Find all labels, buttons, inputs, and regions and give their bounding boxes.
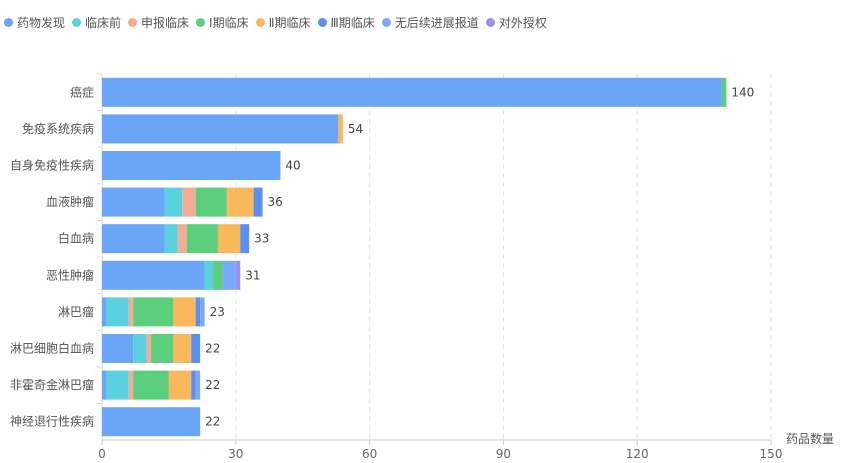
legend-label: 对外授权: [498, 15, 547, 30]
legend-marker: [196, 17, 206, 27]
bar-segment: [106, 370, 129, 400]
bar-segment: [151, 334, 174, 363]
bar-total-label: 33: [254, 232, 269, 246]
bar-total-label: 23: [210, 305, 225, 319]
bar-segment: [195, 370, 201, 400]
x-axis-title: 药品数量: [786, 431, 834, 446]
legend-marker: [485, 17, 495, 27]
bar-segment: [217, 224, 241, 254]
category-label: 自身免疫性疾病: [10, 158, 94, 173]
bar-segment: [186, 224, 218, 254]
bar-segment: [102, 77, 722, 107]
bar-total-label: 31: [245, 268, 260, 282]
x-tick-label: 120: [626, 447, 649, 461]
legend-item[interactable]: Ⅲ期临床: [317, 14, 375, 31]
bar-segment: [721, 77, 727, 107]
bar-segment: [240, 224, 250, 254]
category-label: 神经退行性疾病: [10, 414, 94, 429]
bar-segment: [204, 260, 214, 290]
x-tick-label: 150: [760, 447, 783, 461]
bar-segment: [133, 297, 174, 327]
bar-segment: [102, 187, 165, 217]
legend-marker: [317, 17, 327, 27]
category-label: 白血病: [58, 231, 94, 246]
legend-label: 申报临床: [141, 15, 190, 30]
x-tick-label: 60: [362, 447, 377, 461]
legend-marker: [381, 17, 391, 27]
bar-segment: [133, 334, 147, 363]
category-label: 非霍奇金淋巴瘤: [10, 377, 94, 392]
legend-item[interactable]: 申报临床: [128, 14, 189, 31]
bar-segment: [102, 224, 165, 254]
bar-segment: [338, 114, 343, 144]
bar-segment: [128, 370, 134, 400]
category-label: 恶性肿瘤: [46, 267, 94, 282]
category-label: 淋巴细胞白血病: [10, 341, 94, 356]
legend-item[interactable]: 对外授权: [485, 14, 547, 31]
bar-segment: [102, 260, 205, 290]
bar-segment: [213, 260, 223, 290]
legend-item[interactable]: Ⅰ期临床: [196, 14, 249, 31]
bar-segment: [102, 370, 107, 400]
bar-segment: [168, 370, 192, 400]
legend-marker: [72, 17, 82, 27]
bar-segment: [182, 187, 196, 217]
legend-item[interactable]: Ⅱ期临床: [255, 14, 311, 31]
bar-total-label: 40: [285, 159, 300, 173]
bar-segment: [106, 297, 129, 327]
bar-segment: [253, 187, 263, 217]
legend-label: Ⅰ期临床: [209, 15, 249, 30]
bar-segment: [164, 224, 178, 254]
bar-segment: [102, 334, 134, 363]
bar-segment: [164, 187, 183, 217]
legend-marker: [255, 17, 265, 27]
bar-segment: [128, 297, 134, 327]
bar-segment: [235, 260, 241, 290]
category-label: 淋巴瘤: [58, 304, 94, 319]
bar-segment: [146, 334, 152, 363]
bar-total-label: 22: [205, 378, 220, 392]
legend-label: 药物发现: [17, 15, 66, 30]
bar-total-label: 22: [205, 342, 220, 356]
bar-total-label: 54: [348, 122, 363, 136]
category-label: 癌症: [70, 84, 94, 99]
bar-segment: [173, 334, 192, 363]
bar-segment: [133, 370, 169, 400]
bar-segment: [102, 297, 107, 327]
bar-segment: [222, 260, 236, 290]
bar-segment: [177, 224, 187, 254]
legend-label: Ⅱ期临床: [268, 15, 311, 30]
x-tick-label: 90: [496, 447, 511, 461]
x-tick-label: 0: [98, 447, 106, 461]
x-tick-label: 30: [228, 447, 243, 461]
bar-segment: [200, 297, 205, 327]
bar-total-label: 140: [731, 85, 754, 99]
bar-segment: [195, 187, 227, 217]
bar-segment: [191, 370, 196, 400]
legend-label: 无后续进展报道: [394, 15, 479, 30]
bar-total-label: 36: [268, 195, 283, 209]
bar-segment: [195, 297, 201, 327]
legend-label: Ⅲ期临床: [330, 15, 375, 30]
bar-total-label: 22: [205, 415, 220, 429]
bar-segment: [102, 407, 201, 437]
legend-item[interactable]: 药物发现: [4, 14, 65, 31]
bar-segment: [102, 151, 281, 180]
legend-marker: [4, 17, 13, 27]
bar-segment: [191, 334, 201, 363]
bar-segment: [102, 114, 339, 144]
legend-item[interactable]: 无后续进展报道: [381, 14, 479, 31]
category-label: 免疫系统疾病: [22, 121, 94, 136]
category-label: 血液肿瘤: [46, 194, 94, 209]
bar-segment: [173, 297, 196, 327]
bar-segment: [226, 187, 254, 217]
legend-marker: [128, 17, 138, 27]
chart-legend: 药物发现 临床前 申报临床 Ⅰ期临床 Ⅱ期临床 Ⅲ期临床 无后续进展报道 对外授权: [4, 14, 554, 30]
legend-label: 临床前: [85, 15, 122, 30]
legend-item[interactable]: 临床前: [72, 14, 121, 31]
